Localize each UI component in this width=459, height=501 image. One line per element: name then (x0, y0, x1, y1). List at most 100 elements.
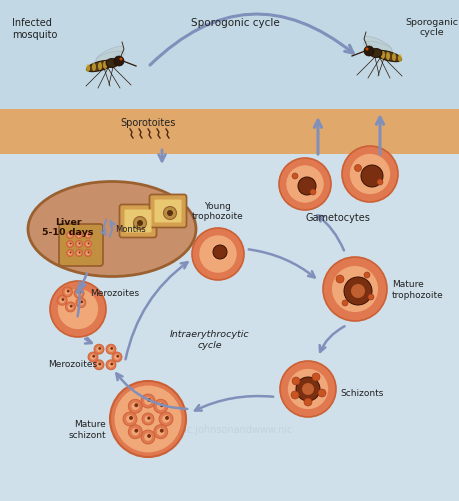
Circle shape (157, 428, 165, 436)
Circle shape (377, 180, 383, 186)
Circle shape (78, 300, 84, 306)
FancyArrowPatch shape (150, 15, 353, 66)
Circle shape (134, 429, 138, 433)
Circle shape (344, 278, 372, 306)
Text: Sporoganic
cycle: Sporoganic cycle (405, 18, 459, 38)
Circle shape (129, 416, 133, 420)
Circle shape (86, 242, 90, 246)
Circle shape (50, 282, 106, 337)
Bar (0, 0, 459, 110)
FancyArrowPatch shape (126, 263, 187, 360)
Circle shape (145, 416, 151, 422)
Circle shape (162, 415, 170, 423)
Circle shape (298, 178, 316, 195)
Circle shape (67, 290, 70, 293)
FancyArrowPatch shape (77, 287, 83, 317)
Circle shape (310, 189, 316, 195)
Ellipse shape (381, 52, 385, 60)
Circle shape (213, 245, 227, 260)
Circle shape (77, 233, 81, 237)
Circle shape (128, 399, 142, 413)
Circle shape (84, 232, 91, 239)
Circle shape (364, 273, 370, 279)
Text: Months: Months (115, 225, 146, 234)
Circle shape (126, 415, 134, 423)
Bar (0, 110, 459, 175)
Circle shape (67, 232, 73, 239)
Circle shape (110, 363, 113, 366)
Circle shape (65, 290, 70, 295)
Circle shape (332, 267, 378, 313)
Circle shape (84, 241, 91, 248)
Circle shape (106, 360, 116, 370)
Circle shape (292, 174, 298, 180)
Circle shape (106, 345, 116, 355)
Text: Merozoites: Merozoites (90, 289, 139, 298)
Circle shape (163, 207, 177, 220)
Circle shape (165, 416, 169, 420)
Circle shape (116, 355, 119, 358)
Ellipse shape (370, 50, 382, 59)
FancyArrowPatch shape (116, 374, 187, 409)
Circle shape (280, 361, 336, 417)
Circle shape (364, 47, 374, 57)
Circle shape (128, 425, 142, 439)
FancyArrowPatch shape (195, 396, 273, 411)
Circle shape (98, 347, 101, 350)
Text: Gametocytes: Gametocytes (305, 212, 370, 222)
Circle shape (110, 347, 113, 350)
Text: Mature
trophozoite: Mature trophozoite (392, 280, 444, 299)
Circle shape (304, 398, 312, 406)
Circle shape (96, 362, 102, 368)
Ellipse shape (103, 62, 107, 70)
Circle shape (302, 383, 314, 395)
Circle shape (159, 412, 173, 426)
FancyArrowPatch shape (318, 216, 344, 251)
Text: clinic.johnsonandwww.nic: clinic.johnsonandwww.nic (167, 424, 293, 434)
Text: Intraerythrocytic
cycle: Intraerythrocytic cycle (170, 330, 250, 349)
Ellipse shape (86, 61, 113, 73)
Ellipse shape (98, 63, 102, 71)
Circle shape (361, 166, 383, 188)
FancyArrowPatch shape (101, 220, 106, 235)
Ellipse shape (95, 52, 124, 64)
FancyArrowPatch shape (110, 222, 115, 237)
FancyBboxPatch shape (59, 224, 103, 267)
Circle shape (96, 347, 102, 352)
Circle shape (154, 425, 168, 439)
Circle shape (75, 250, 83, 257)
Circle shape (78, 243, 80, 245)
Circle shape (354, 165, 362, 172)
Circle shape (77, 242, 81, 246)
Circle shape (70, 234, 72, 236)
Ellipse shape (375, 51, 402, 63)
Circle shape (78, 292, 81, 295)
Circle shape (296, 377, 320, 401)
Circle shape (141, 394, 155, 408)
Text: Young
trophozoite: Young trophozoite (192, 201, 244, 220)
Ellipse shape (96, 48, 124, 63)
Circle shape (114, 57, 124, 67)
Circle shape (342, 147, 398, 202)
Circle shape (74, 289, 84, 299)
Circle shape (98, 363, 101, 366)
Circle shape (368, 295, 374, 301)
Circle shape (108, 347, 114, 352)
Ellipse shape (106, 60, 118, 68)
Circle shape (68, 233, 72, 237)
Circle shape (88, 352, 98, 362)
Circle shape (157, 403, 165, 410)
Circle shape (192, 228, 244, 281)
Text: Liver
5-10 days: Liver 5-10 days (42, 217, 94, 237)
Circle shape (57, 296, 67, 306)
Ellipse shape (364, 42, 392, 54)
Circle shape (365, 49, 369, 52)
Circle shape (131, 403, 139, 410)
Circle shape (167, 210, 173, 216)
Circle shape (90, 355, 96, 360)
Circle shape (144, 397, 152, 405)
FancyBboxPatch shape (155, 200, 181, 223)
Ellipse shape (92, 64, 96, 72)
Circle shape (160, 429, 164, 433)
Ellipse shape (386, 53, 390, 61)
